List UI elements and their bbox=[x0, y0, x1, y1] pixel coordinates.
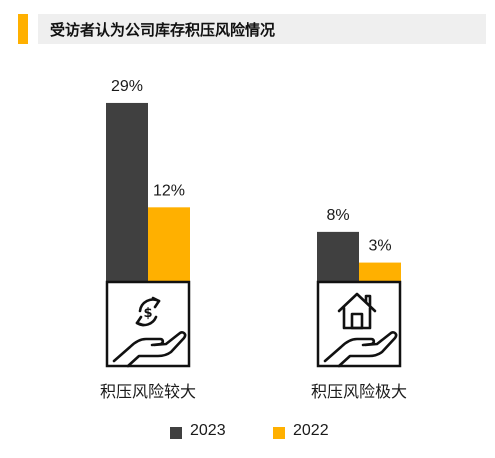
legend-swatch-2023 bbox=[170, 427, 182, 439]
bar-2022-1 bbox=[148, 207, 190, 281]
category-label-1: 积压风险较大 bbox=[100, 382, 196, 401]
bar-2023-1 bbox=[106, 102, 148, 281]
legend-swatch-2022 bbox=[273, 427, 285, 439]
category-label-2: 积压风险极大 bbox=[311, 382, 407, 401]
title-accent-bar bbox=[18, 14, 28, 44]
chart-title: 受访者认为公司库存积压风险情况 bbox=[50, 21, 276, 39]
hand-dollar-cycle-icon: $ bbox=[112, 296, 187, 368]
chart-header: 受访者认为公司库存积压风险情况 bbox=[18, 14, 486, 44]
bar-2023-2 bbox=[317, 231, 359, 281]
data-label-2023-1: 29% bbox=[111, 78, 143, 95]
data-label-2023-2: 8% bbox=[326, 207, 349, 224]
data-label-2022-2: 3% bbox=[368, 238, 391, 255]
bar-2022-2 bbox=[359, 262, 401, 281]
legend: 2023 2022 bbox=[0, 422, 495, 444]
title-box: 受访者认为公司库存积压风险情况 bbox=[38, 14, 486, 44]
legend-label-2023: 2023 bbox=[190, 422, 226, 439]
legend-label-2022: 2022 bbox=[293, 422, 329, 439]
hand-house-icon bbox=[323, 292, 398, 368]
data-label-2022-1: 12% bbox=[153, 182, 185, 199]
dollar-icon: $ bbox=[143, 306, 152, 321]
